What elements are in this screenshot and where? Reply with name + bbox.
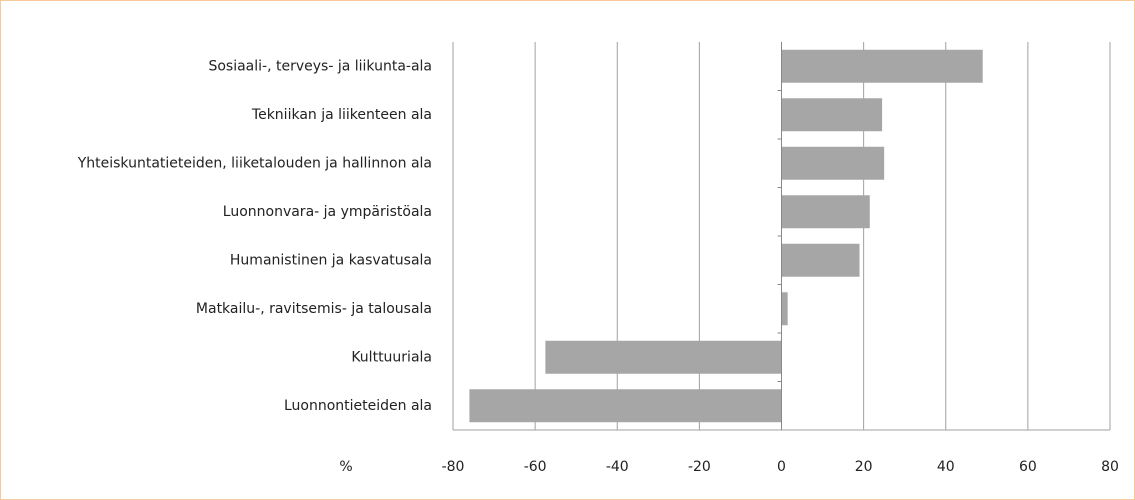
x-axis-label: %	[339, 459, 352, 475]
y-tick-label: Kulttuuriala	[351, 349, 432, 365]
y-tick-label: Luonnontieteiden ala	[284, 398, 432, 414]
bar	[781, 292, 788, 326]
x-tick-label: -60	[524, 459, 547, 475]
y-tick-label: Luonnonvara- ja ympäristöala	[223, 204, 432, 220]
y-tick-label: Humanistinen ja kasvatusala	[230, 252, 432, 268]
y-tick-label: Sosiaali-, terveys- ja liikunta-ala	[208, 58, 432, 74]
x-tick-label: 80	[1101, 459, 1119, 475]
x-tick-label: -40	[606, 459, 629, 475]
bar	[781, 243, 860, 277]
y-tick-label: Yhteiskuntatieteiden, liiketalouden ja h…	[77, 155, 432, 171]
x-tick-label: -20	[688, 459, 711, 475]
bar	[781, 146, 885, 180]
x-tick-label: 0	[777, 459, 786, 475]
y-tick-label: Tekniikan ja liikenteen ala	[251, 107, 432, 123]
x-tick-label: 40	[937, 459, 955, 475]
bar	[545, 340, 782, 374]
x-tick-label: -80	[442, 459, 465, 475]
x-tick-label: 20	[855, 459, 873, 475]
bar	[469, 389, 782, 423]
x-tick-label: 60	[1019, 459, 1037, 475]
y-tick-label: Matkailu-, ravitsemis- ja talousala	[196, 301, 432, 317]
bar	[781, 49, 983, 83]
bar	[781, 195, 870, 229]
bar	[781, 98, 883, 132]
